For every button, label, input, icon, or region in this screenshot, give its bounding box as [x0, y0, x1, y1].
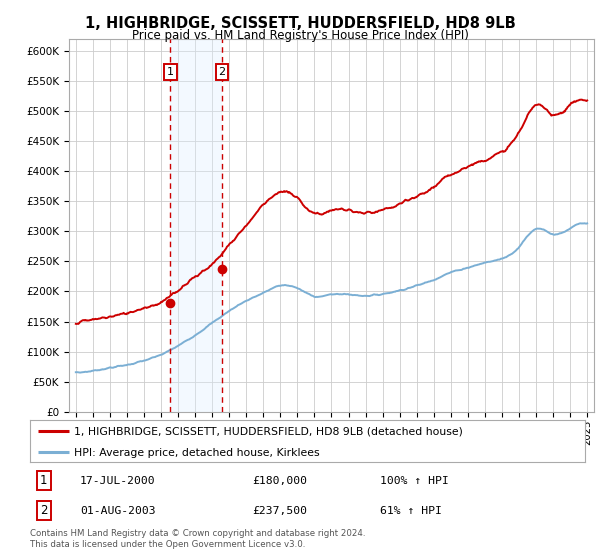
Text: 1: 1 [167, 67, 174, 77]
Text: 2: 2 [218, 67, 226, 77]
Text: Contains HM Land Registry data © Crown copyright and database right 2024.
This d: Contains HM Land Registry data © Crown c… [30, 529, 365, 549]
Text: 17-JUL-2000: 17-JUL-2000 [80, 475, 155, 486]
Text: 1, HIGHBRIDGE, SCISSETT, HUDDERSFIELD, HD8 9LB (detached house): 1, HIGHBRIDGE, SCISSETT, HUDDERSFIELD, H… [74, 427, 463, 437]
Text: Price paid vs. HM Land Registry's House Price Index (HPI): Price paid vs. HM Land Registry's House … [131, 29, 469, 42]
Text: 1: 1 [40, 474, 47, 487]
Text: 2: 2 [40, 504, 47, 517]
Text: 1, HIGHBRIDGE, SCISSETT, HUDDERSFIELD, HD8 9LB: 1, HIGHBRIDGE, SCISSETT, HUDDERSFIELD, H… [85, 16, 515, 31]
Bar [170, 39, 222, 412]
Text: HPI: Average price, detached house, Kirklees: HPI: Average price, detached house, Kirk… [74, 448, 320, 458]
Text: 100% ↑ HPI: 100% ↑ HPI [380, 475, 448, 486]
Text: 61% ↑ HPI: 61% ↑ HPI [380, 506, 442, 516]
Text: £237,500: £237,500 [252, 506, 307, 516]
Text: £180,000: £180,000 [252, 475, 307, 486]
Text: 01-AUG-2003: 01-AUG-2003 [80, 506, 155, 516]
